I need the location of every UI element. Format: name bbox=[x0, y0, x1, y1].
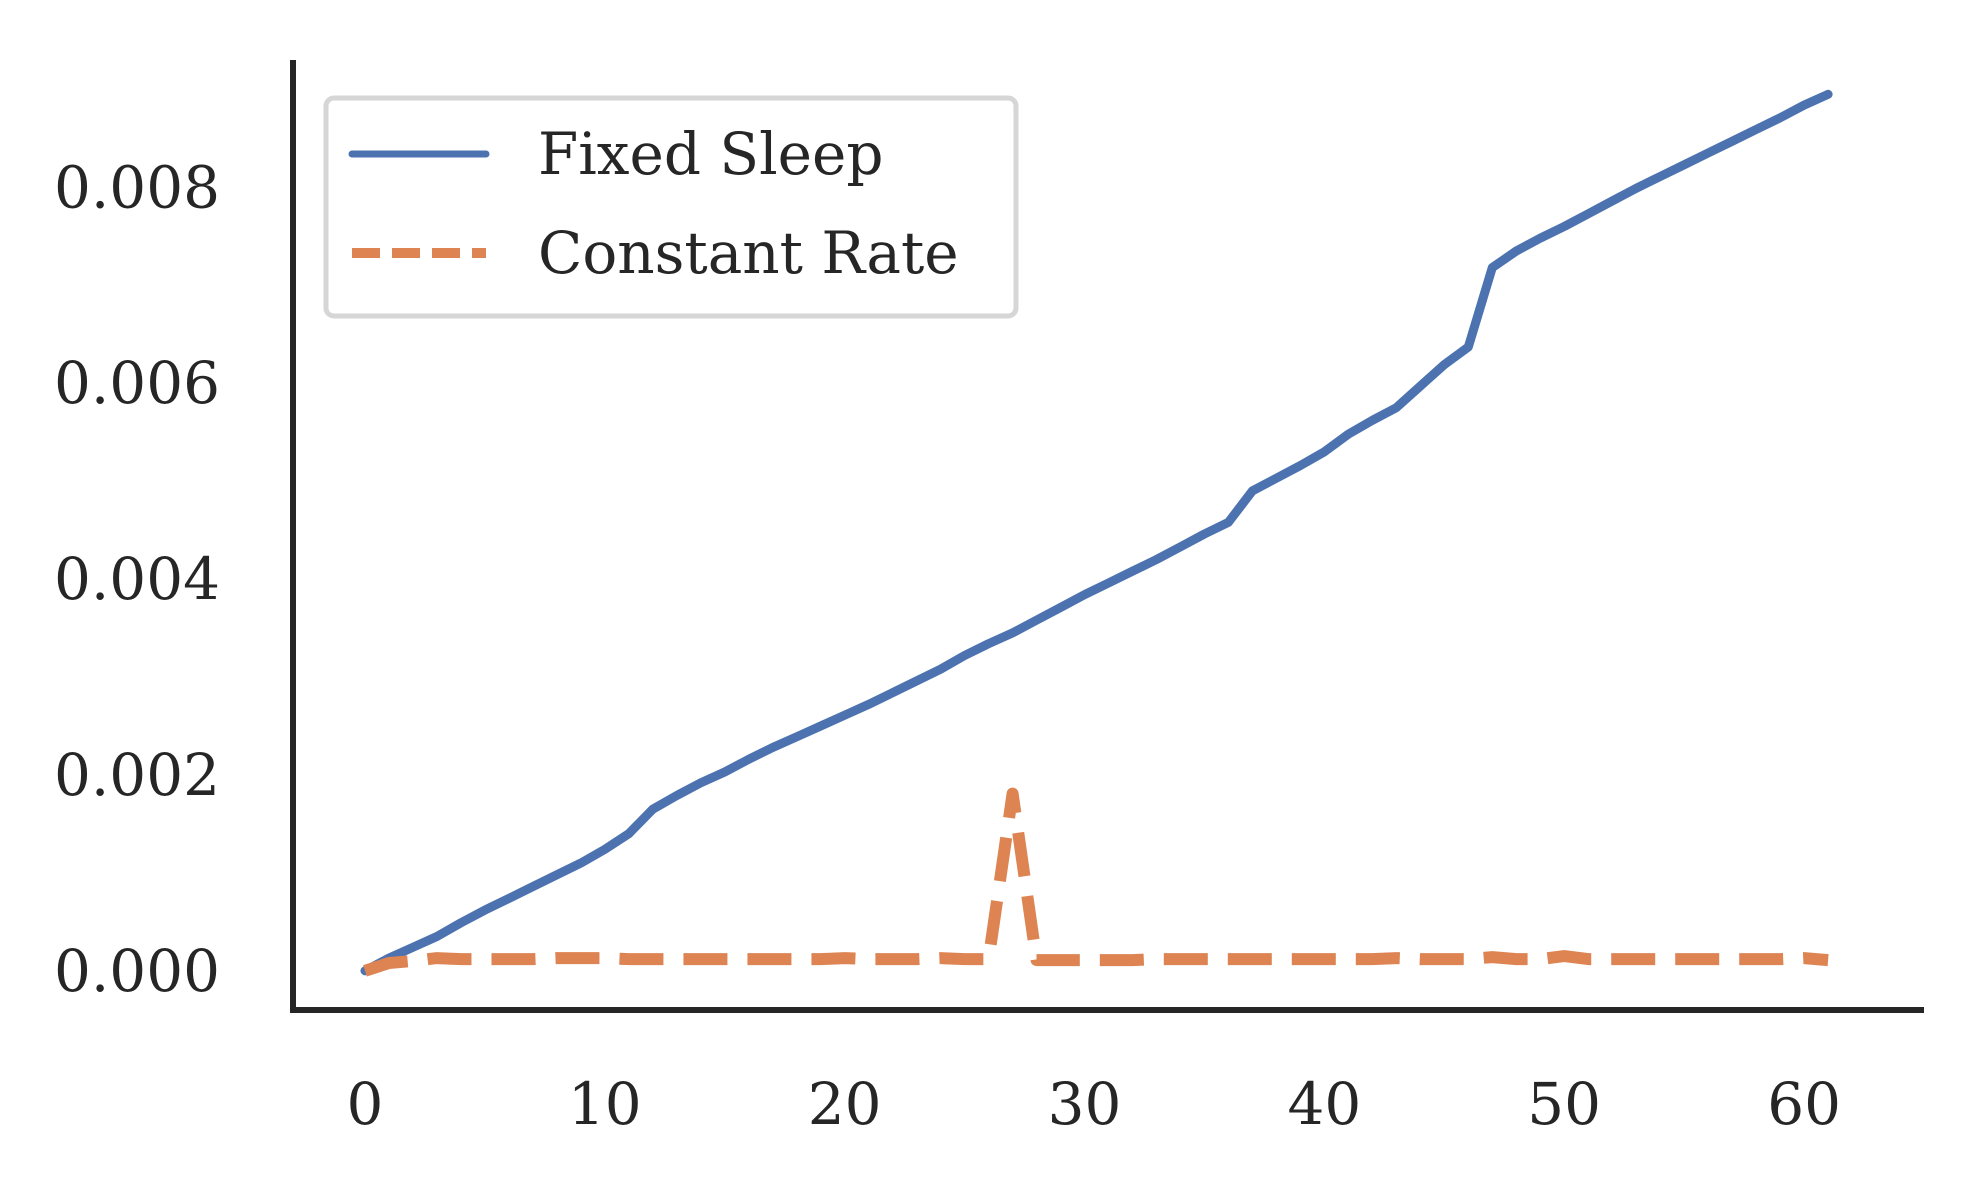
y-tick-label: 0.008 bbox=[54, 153, 220, 221]
legend-label-fixed-sleep: Fixed Sleep bbox=[538, 120, 883, 188]
x-tick-label: 0 bbox=[347, 1070, 384, 1138]
x-tick-label: 50 bbox=[1527, 1070, 1601, 1138]
x-tick-labels: 0 10 20 30 40 50 60 bbox=[347, 1070, 1841, 1138]
axes bbox=[290, 60, 1924, 1013]
plot-lines bbox=[360, 89, 1833, 977]
series-line-constant-rate bbox=[363, 787, 1829, 977]
x-tick-label: 30 bbox=[1048, 1070, 1122, 1138]
x-tick-label: 40 bbox=[1287, 1070, 1361, 1138]
legend-label-constant-rate: Constant Rate bbox=[538, 219, 959, 287]
series-line-fixed-sleep bbox=[360, 89, 1833, 976]
y-tick-label: 0.002 bbox=[54, 741, 220, 809]
legend-box bbox=[323, 95, 1019, 319]
y-tick-labels: 0.000 0.002 0.004 0.006 0.008 bbox=[54, 153, 220, 1005]
y-tick-label: 0.004 bbox=[54, 545, 220, 613]
legend: Fixed Sleep Constant Rate bbox=[323, 95, 1019, 319]
x-tick-label: 20 bbox=[808, 1070, 882, 1138]
y-tick-label: 0.006 bbox=[54, 349, 220, 417]
x-tick-label: 60 bbox=[1767, 1070, 1841, 1138]
x-tick-label: 10 bbox=[568, 1070, 642, 1138]
y-tick-label: 0.000 bbox=[54, 937, 220, 1005]
